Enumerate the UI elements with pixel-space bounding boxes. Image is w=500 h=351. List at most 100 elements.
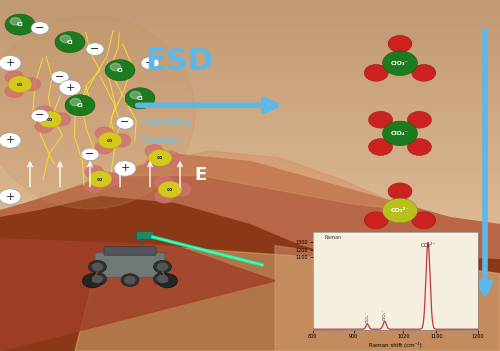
Text: ClO₃⁻: ClO₃⁻ [366,311,370,323]
Circle shape [22,78,40,91]
Text: ESD: ESD [145,47,213,76]
Text: Cl: Cl [16,22,24,27]
Circle shape [158,276,168,283]
Circle shape [121,274,139,286]
Circle shape [59,80,81,95]
Circle shape [382,121,418,146]
Circle shape [158,263,168,270]
Circle shape [382,51,418,75]
Circle shape [408,139,432,155]
Circle shape [102,173,120,185]
Text: Coexisting: Coexisting [140,118,191,128]
Circle shape [154,273,172,285]
Circle shape [158,181,182,198]
Circle shape [382,198,418,223]
Circle shape [86,43,104,55]
Circle shape [156,176,174,189]
Circle shape [52,113,70,126]
Circle shape [412,65,436,81]
Text: −: − [36,23,44,33]
Circle shape [81,148,99,161]
Circle shape [412,212,436,229]
Circle shape [92,276,102,283]
Polygon shape [0,154,500,351]
Circle shape [70,99,81,106]
Text: co: co [167,187,173,192]
Circle shape [110,63,120,71]
Text: Cl: Cl [76,103,84,108]
Circle shape [96,141,114,154]
Circle shape [8,76,32,93]
Circle shape [5,14,35,35]
Circle shape [368,139,392,155]
Circle shape [92,263,102,270]
Circle shape [146,159,164,171]
Circle shape [125,88,155,109]
Circle shape [6,85,24,98]
Circle shape [31,22,49,34]
Text: ClO₄⁻: ClO₄⁻ [382,309,386,320]
Text: E: E [194,166,206,185]
Circle shape [38,111,62,128]
Circle shape [60,35,71,42]
Text: ClO₃⁻: ClO₃⁻ [391,61,409,66]
Text: co: co [97,177,103,181]
Text: −: − [90,44,100,54]
Circle shape [364,212,388,229]
Circle shape [98,132,122,149]
Text: +: + [120,164,130,173]
Circle shape [88,273,106,285]
Text: +: + [6,135,15,145]
Text: co: co [17,82,23,87]
Circle shape [0,55,21,71]
Circle shape [130,91,141,99]
Circle shape [36,120,54,133]
Circle shape [10,18,21,25]
Circle shape [156,190,174,203]
Circle shape [148,150,172,166]
FancyBboxPatch shape [136,232,154,239]
Text: co: co [47,117,53,122]
Text: CO₃²⁻: CO₃²⁻ [391,208,409,213]
Text: co: co [157,155,163,160]
Circle shape [86,166,103,178]
Text: −: − [56,72,64,82]
Text: CO₃²⁻: CO₃²⁻ [420,243,436,248]
Text: Minerals: Minerals [140,136,181,146]
Circle shape [82,274,102,288]
Circle shape [368,111,392,128]
Text: Raman: Raman [325,235,342,240]
Circle shape [114,161,136,176]
Circle shape [96,127,114,140]
Circle shape [51,71,69,84]
Circle shape [88,260,106,273]
Circle shape [146,145,164,157]
Text: −: − [120,118,130,127]
Circle shape [65,95,95,116]
Circle shape [112,134,130,147]
Text: +: + [66,83,74,93]
Text: Cl: Cl [66,40,73,45]
Text: −: − [86,149,94,159]
Text: +: + [6,58,15,68]
Text: Cl: Cl [116,68,123,73]
Polygon shape [275,246,500,351]
Text: ClO₄⁻: ClO₄⁻ [391,131,409,136]
Circle shape [0,133,21,148]
Ellipse shape [0,16,195,209]
Circle shape [116,117,134,129]
Polygon shape [75,151,410,211]
Circle shape [154,260,172,273]
Circle shape [172,183,190,196]
Text: Cl: Cl [136,96,143,101]
Circle shape [388,35,412,52]
Circle shape [141,57,159,69]
Circle shape [55,32,85,53]
Circle shape [86,180,103,192]
Text: +: + [6,192,15,201]
Circle shape [364,65,388,81]
Text: co: co [107,138,113,143]
Text: −: − [36,111,44,120]
Circle shape [105,60,135,81]
Circle shape [6,71,24,84]
